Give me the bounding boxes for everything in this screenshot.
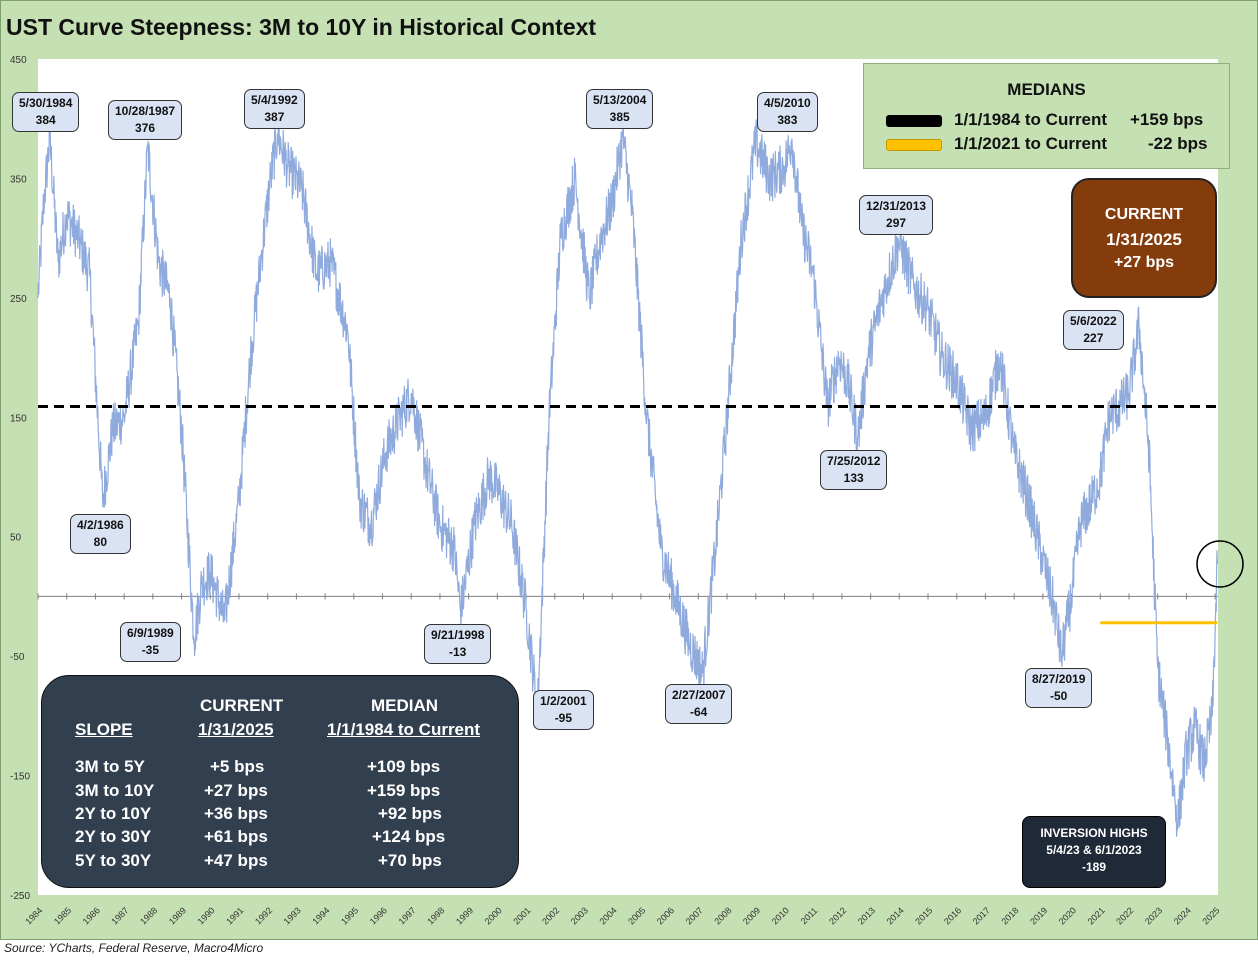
x-tick-label: 2005	[626, 905, 647, 926]
slope-row-label: 3M to 10Y	[75, 781, 155, 800]
x-tick-label: 2000	[483, 905, 504, 926]
slope-row-current: +36 bps	[204, 804, 268, 823]
slope-col-current-date: 1/31/2025	[198, 720, 274, 739]
x-tick-label: 1991	[224, 905, 245, 926]
x-tick-label: 1985	[52, 905, 73, 926]
x-tick-label: 2018	[999, 905, 1020, 926]
x-tick-label: 2020	[1057, 905, 1078, 926]
medians-row-full: 1/1/1984 to Current +159 bps	[886, 110, 1203, 130]
y-tick-label: 350	[10, 174, 27, 185]
annotation-2007-trough: 2/27/2007 -64	[665, 684, 733, 724]
x-tick-label: 1984	[23, 905, 44, 926]
annotation-1986-trough: 4/2/1986 80	[70, 514, 131, 554]
slope-summary-table: CURRENT 1/31/2025 MEDIAN 1/1/1984 to Cur…	[41, 675, 519, 888]
medians-row-2021: 1/1/2021 to Current -22 bps	[886, 134, 1208, 154]
current-value-box: CURRENT 1/31/2025 +27 bps	[1071, 178, 1217, 298]
x-tick-label: 2014	[885, 905, 906, 926]
y-tick-label: 450	[10, 55, 27, 66]
annotation-2004-peak: 5/13/2004 385	[586, 89, 654, 129]
slope-row-median: +159 bps	[367, 781, 441, 800]
x-tick-label: 1994	[310, 905, 331, 926]
slope-row-current: +61 bps	[204, 827, 268, 846]
slope-row-label: 2Y to 30Y	[75, 827, 152, 846]
x-tick-label: 2022	[1114, 905, 1135, 926]
annotation-2022-peak: 5/6/2022 227	[1063, 310, 1124, 350]
y-tick-label: -50	[10, 652, 25, 663]
x-tick-label: 2024	[1172, 905, 1193, 926]
median-full-swatch	[886, 114, 942, 127]
slope-row-median: +92 bps	[378, 804, 442, 823]
x-tick-label: 1986	[81, 905, 102, 926]
annotation-2019-trough: 8/27/2019 -50	[1025, 668, 1093, 708]
slope-row-median: +70 bps	[378, 851, 442, 870]
y-tick-label: -150	[10, 772, 30, 783]
annotation-1989-trough: 6/9/1989 -35	[120, 622, 181, 662]
x-tick-label: 1996	[368, 905, 389, 926]
slope-row-current: +27 bps	[204, 781, 268, 800]
y-tick-label: -250	[10, 891, 30, 902]
x-tick-label: 2001	[511, 905, 532, 926]
x-tick-label: 2019	[1028, 905, 1049, 926]
x-tick-label: 2021	[1086, 905, 1107, 926]
x-tick-label: 2002	[540, 905, 561, 926]
medians-legend: MEDIANS 1/1/1984 to Current +159 bps 1/1/…	[863, 63, 1230, 169]
slope-row-label: 2Y to 10Y	[75, 804, 152, 823]
slope-col-median-range: 1/1/1984 to Current	[327, 720, 481, 739]
annotation-1984-peak: 5/30/1984 384	[12, 92, 80, 132]
annotation-1987-peak: 10/28/1987 376	[108, 100, 183, 140]
x-tick-label: 2004	[597, 905, 618, 926]
inversion-highs-box: INVERSION HIGHS 5/4/23 & 6/1/2023 -189	[1022, 816, 1166, 888]
slope-row-label: 3M to 5Y	[75, 757, 145, 776]
x-tick-label: 1989	[167, 905, 188, 926]
x-tick-label: 2008	[712, 905, 733, 926]
slope-col-median-header: MEDIAN	[371, 696, 439, 715]
x-tick-label: 2011	[799, 905, 820, 926]
x-tick-label: 2017	[971, 905, 992, 926]
x-tick-label: 2007	[684, 905, 705, 926]
x-tick-label: 2003	[569, 905, 590, 926]
median-2021-swatch	[886, 138, 942, 151]
annotation-1992-peak: 5/4/1992 387	[244, 89, 305, 129]
annotation-2013-peak: 12/31/2013 297	[859, 195, 934, 235]
medians-title: MEDIANS	[1007, 80, 1086, 99]
x-tick-label: 1992	[253, 905, 274, 926]
x-tick-label: 1995	[339, 905, 360, 926]
chart-title: UST Curve Steepness: 3M to 10Y in Histor…	[6, 14, 597, 40]
x-tick-label: 2012	[827, 905, 848, 926]
slope-row-median: +124 bps	[372, 827, 446, 846]
x-tick-label: 2009	[741, 905, 762, 926]
slope-col-current-header: CURRENT	[200, 696, 284, 715]
x-tick-label: 1998	[425, 905, 446, 926]
x-tick-label: 1987	[109, 905, 130, 926]
x-tick-label: 2006	[655, 905, 676, 926]
y-tick-label: 150	[10, 413, 27, 424]
slope-row-label: 5Y to 30Y	[75, 851, 152, 870]
annotation-2012-trough: 7/25/2012 133	[820, 450, 888, 490]
y-tick-label: 250	[10, 294, 27, 305]
y-tick-label: 50	[10, 533, 22, 544]
annotation-2001-trough: 1/2/2001 -95	[533, 690, 594, 730]
x-tick-label: 2013	[856, 905, 877, 926]
slope-col-slope-header: SLOPE	[75, 720, 133, 739]
x-tick-label: 1988	[138, 905, 159, 926]
current-value-highlight-circle	[1196, 540, 1244, 588]
x-tick-label: 1990	[196, 905, 217, 926]
slope-row-current: +47 bps	[204, 851, 268, 870]
x-tick-label: 2016	[942, 905, 963, 926]
x-tick-label: 2023	[1143, 905, 1164, 926]
x-tick-label: 2025	[1200, 905, 1221, 926]
x-tick-label: 2010	[770, 905, 791, 926]
annotation-2010-peak: 4/5/2010 383	[757, 92, 818, 132]
x-tick-label: 1999	[454, 905, 475, 926]
source-note: Source: YCharts, Federal Reserve, Macro4…	[4, 941, 264, 955]
x-tick-label: 1993	[282, 905, 303, 926]
slope-row-current: +5 bps	[210, 757, 265, 776]
spread-series-line	[37, 116, 1218, 837]
annotation-1998-trough: 9/21/1998 -13	[424, 624, 492, 664]
x-tick-label: 2015	[913, 905, 934, 926]
slope-row-median: +109 bps	[367, 757, 441, 776]
x-tick-label: 1997	[396, 905, 417, 926]
